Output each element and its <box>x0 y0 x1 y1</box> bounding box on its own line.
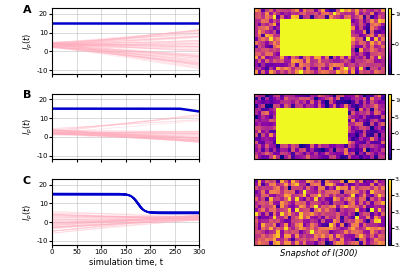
Y-axis label: $l_p(t)$: $l_p(t)$ <box>22 32 35 50</box>
Text: C: C <box>22 176 31 186</box>
X-axis label: simulation time, t: simulation time, t <box>89 258 163 267</box>
Y-axis label: $l_p(t)$: $l_p(t)$ <box>22 118 35 135</box>
X-axis label: Snapshot of I(300): Snapshot of I(300) <box>280 249 358 258</box>
Y-axis label: $l_p(t)$: $l_p(t)$ <box>22 203 35 221</box>
Text: A: A <box>22 5 31 15</box>
Text: B: B <box>22 90 31 100</box>
